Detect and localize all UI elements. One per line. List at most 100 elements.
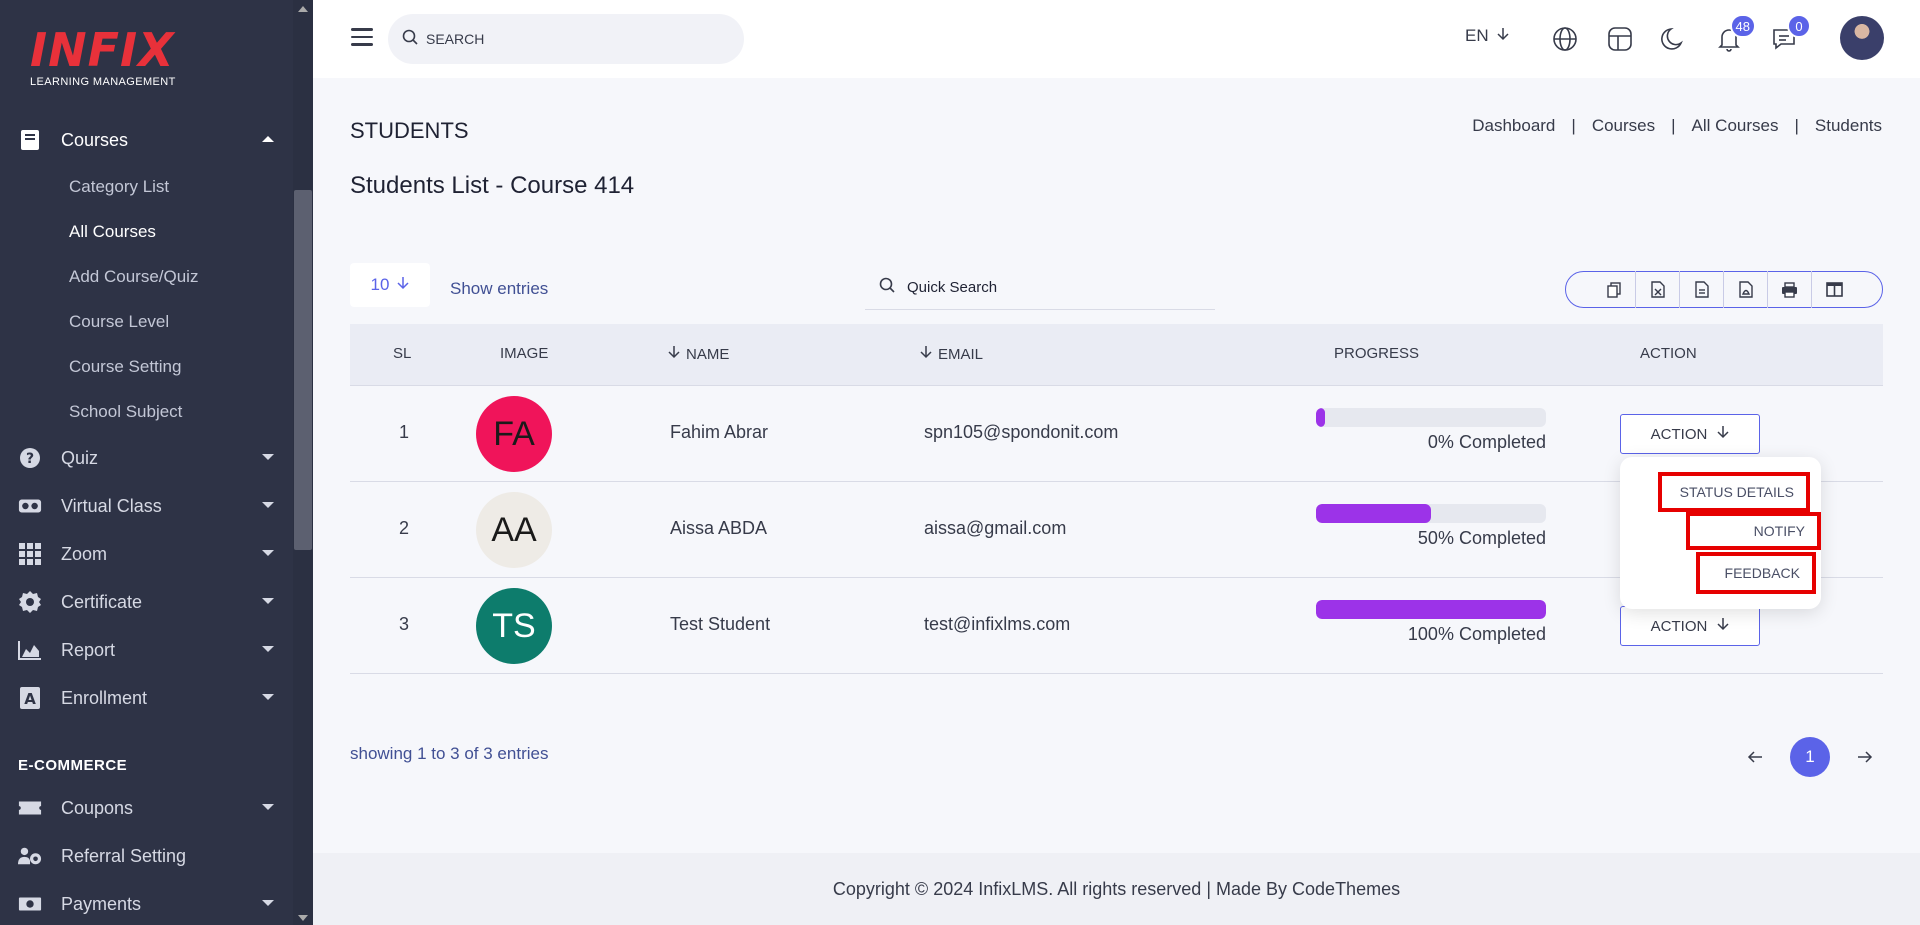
book-icon <box>18 128 42 152</box>
student-email: aissa@gmail.com <box>924 518 1067 538</box>
avatar-initials: AA <box>491 510 537 549</box>
scroll-down-icon[interactable] <box>298 915 308 921</box>
chat-icon[interactable]: 0 <box>1769 14 1811 54</box>
bell-icon[interactable]: 48 <box>1714 14 1756 54</box>
header-progress[interactable]: PROGRESS <box>1334 345 1420 362</box>
scroll-up-icon[interactable] <box>298 6 308 12</box>
messages-badge: 0 <box>1787 14 1811 38</box>
globe-icon[interactable] <box>1550 24 1580 54</box>
student-avatar: FA <box>476 396 552 472</box>
hamburger-menu-icon[interactable] <box>351 28 373 51</box>
header-email-sort[interactable]: EMAIL <box>920 345 983 363</box>
sidebar-item-referral-setting[interactable]: Referral Setting <box>0 832 292 880</box>
breadcrumb-courses[interactable]: Courses <box>1591 116 1656 135</box>
sidebar-scrollbar[interactable] <box>293 0 313 925</box>
arrow-right-icon[interactable] <box>1850 737 1880 777</box>
sidebar-item-quiz[interactable]: ? Quiz <box>0 434 292 482</box>
sidebar-item-zoom[interactable]: Zoom <box>0 530 292 578</box>
row-sl: 3 <box>399 614 410 634</box>
print-icon[interactable] <box>1768 271 1812 308</box>
scrollbar-thumb[interactable] <box>294 190 312 550</box>
action-button[interactable]: ACTION <box>1620 414 1760 454</box>
language-selector[interactable]: EN <box>1465 26 1509 46</box>
progress-label: 50% Completed <box>1417 528 1546 548</box>
search-icon <box>402 29 418 50</box>
sidebar-item-label: Report <box>61 639 116 660</box>
caret-down-icon <box>262 646 274 652</box>
sidebar-item-coupons[interactable]: Coupons <box>0 784 292 832</box>
copyright-text: Copyright © 2024 InfixLMS. All rights re… <box>832 878 1401 899</box>
enrollment-icon: A <box>18 686 42 710</box>
action-dropdown-menu: STATUS DETAILS NOTIFY FEEDBACK <box>1620 457 1821 609</box>
pagination: 1 <box>1740 737 1880 777</box>
progress-fill <box>1316 408 1326 427</box>
sidebar-subitem-course-setting[interactable]: Course Setting <box>69 356 182 376</box>
table-row: 3 TS Test Student test@infixlms.com 100%… <box>350 578 1883 674</box>
sidebar-item-virtual-class[interactable]: Virtual Class <box>0 482 292 530</box>
breadcrumb-all-courses[interactable]: All Courses <box>1691 116 1779 135</box>
sidebar-subitem-school-subject[interactable]: School Subject <box>69 401 183 421</box>
sidebar-item-label: Enrollment <box>61 687 148 708</box>
header-image[interactable]: IMAGE <box>500 345 549 362</box>
breadcrumb-dashboard[interactable]: Dashboard <box>1472 116 1556 135</box>
svg-text:A: A <box>24 690 36 708</box>
page-button-1[interactable]: 1 <box>1790 737 1830 777</box>
header-name-sort[interactable]: NAME <box>668 345 729 363</box>
caret-down-icon <box>262 598 274 604</box>
search-input[interactable] <box>426 31 716 47</box>
certificate-icon <box>18 590 42 614</box>
notification-badge: 48 <box>1729 14 1756 38</box>
student-email: test@infixlms.com <box>924 614 1071 634</box>
question-circle-icon: ? <box>18 446 42 470</box>
top-header: EN 48 0 <box>313 0 1920 78</box>
excel-icon[interactable] <box>1636 271 1680 308</box>
sidebar-item-payments[interactable]: Payments <box>0 880 292 925</box>
header-sl[interactable]: SL <box>393 345 412 362</box>
sidebar: INFIX LEARNING MANAGEMENT Courses Catego… <box>0 0 313 925</box>
pdf-icon[interactable] <box>1724 271 1768 308</box>
sidebar-item-certificate[interactable]: Certificate <box>0 578 292 626</box>
layout-icon[interactable] <box>1605 24 1635 54</box>
caret-down-icon <box>262 550 274 556</box>
global-search <box>388 14 744 64</box>
menu-item-status-details[interactable]: STATUS DETAILS <box>1658 472 1810 512</box>
columns-icon[interactable] <box>1812 271 1856 308</box>
sidebar-item-label: Certificate <box>61 591 143 612</box>
student-avatar: AA <box>476 492 552 568</box>
search-icon <box>879 277 895 298</box>
quick-search-input[interactable] <box>907 279 1187 296</box>
avatar-initials: FA <box>493 414 535 453</box>
sidebar-subitem-category-list[interactable]: Category List <box>69 176 170 196</box>
action-label: ACTION <box>1650 617 1708 635</box>
caret-down-icon <box>262 694 274 700</box>
breadcrumb-students: Students <box>1814 116 1882 135</box>
quick-search <box>865 266 1215 310</box>
arrow-left-icon[interactable] <box>1740 737 1770 777</box>
svg-text:?: ? <box>26 451 34 467</box>
arrow-down-icon <box>1717 425 1729 443</box>
action-button[interactable]: ACTION <box>1620 606 1760 646</box>
caret-down-icon <box>262 502 274 508</box>
language-label: EN <box>1465 26 1489 45</box>
sidebar-item-label: Zoom <box>61 543 108 564</box>
sidebar-item-report[interactable]: Report <box>0 626 292 674</box>
copy-icon[interactable] <box>1592 271 1636 308</box>
sidebar-subitem-add-course-quiz[interactable]: Add Course/Quiz <box>69 266 199 286</box>
moon-icon[interactable] <box>1659 24 1689 54</box>
menu-item-feedback[interactable]: FEEDBACK <box>1696 552 1816 594</box>
progress-label: 0% Completed <box>1427 432 1546 452</box>
student-name: Fahim Abrar <box>670 422 769 442</box>
show-entries-label: Show entries <box>450 279 549 298</box>
sidebar-subitem-all-courses[interactable]: All Courses <box>69 221 156 241</box>
sidebar-item-enrollment[interactable]: A Enrollment <box>0 674 292 722</box>
csv-icon[interactable] <box>1680 271 1724 308</box>
chart-area-icon <box>18 638 42 662</box>
progress-fill <box>1316 600 1546 619</box>
user-avatar[interactable] <box>1840 16 1884 60</box>
student-avatar: TS <box>476 588 552 664</box>
menu-item-notify[interactable]: NOTIFY <box>1686 512 1821 550</box>
sidebar-subitem-course-level[interactable]: Course Level <box>69 311 170 331</box>
logo[interactable]: INFIX LEARNING MANAGEMENT <box>30 27 176 88</box>
sidebar-item-courses[interactable]: Courses <box>0 116 292 164</box>
entries-select[interactable]: 10 <box>350 263 430 307</box>
